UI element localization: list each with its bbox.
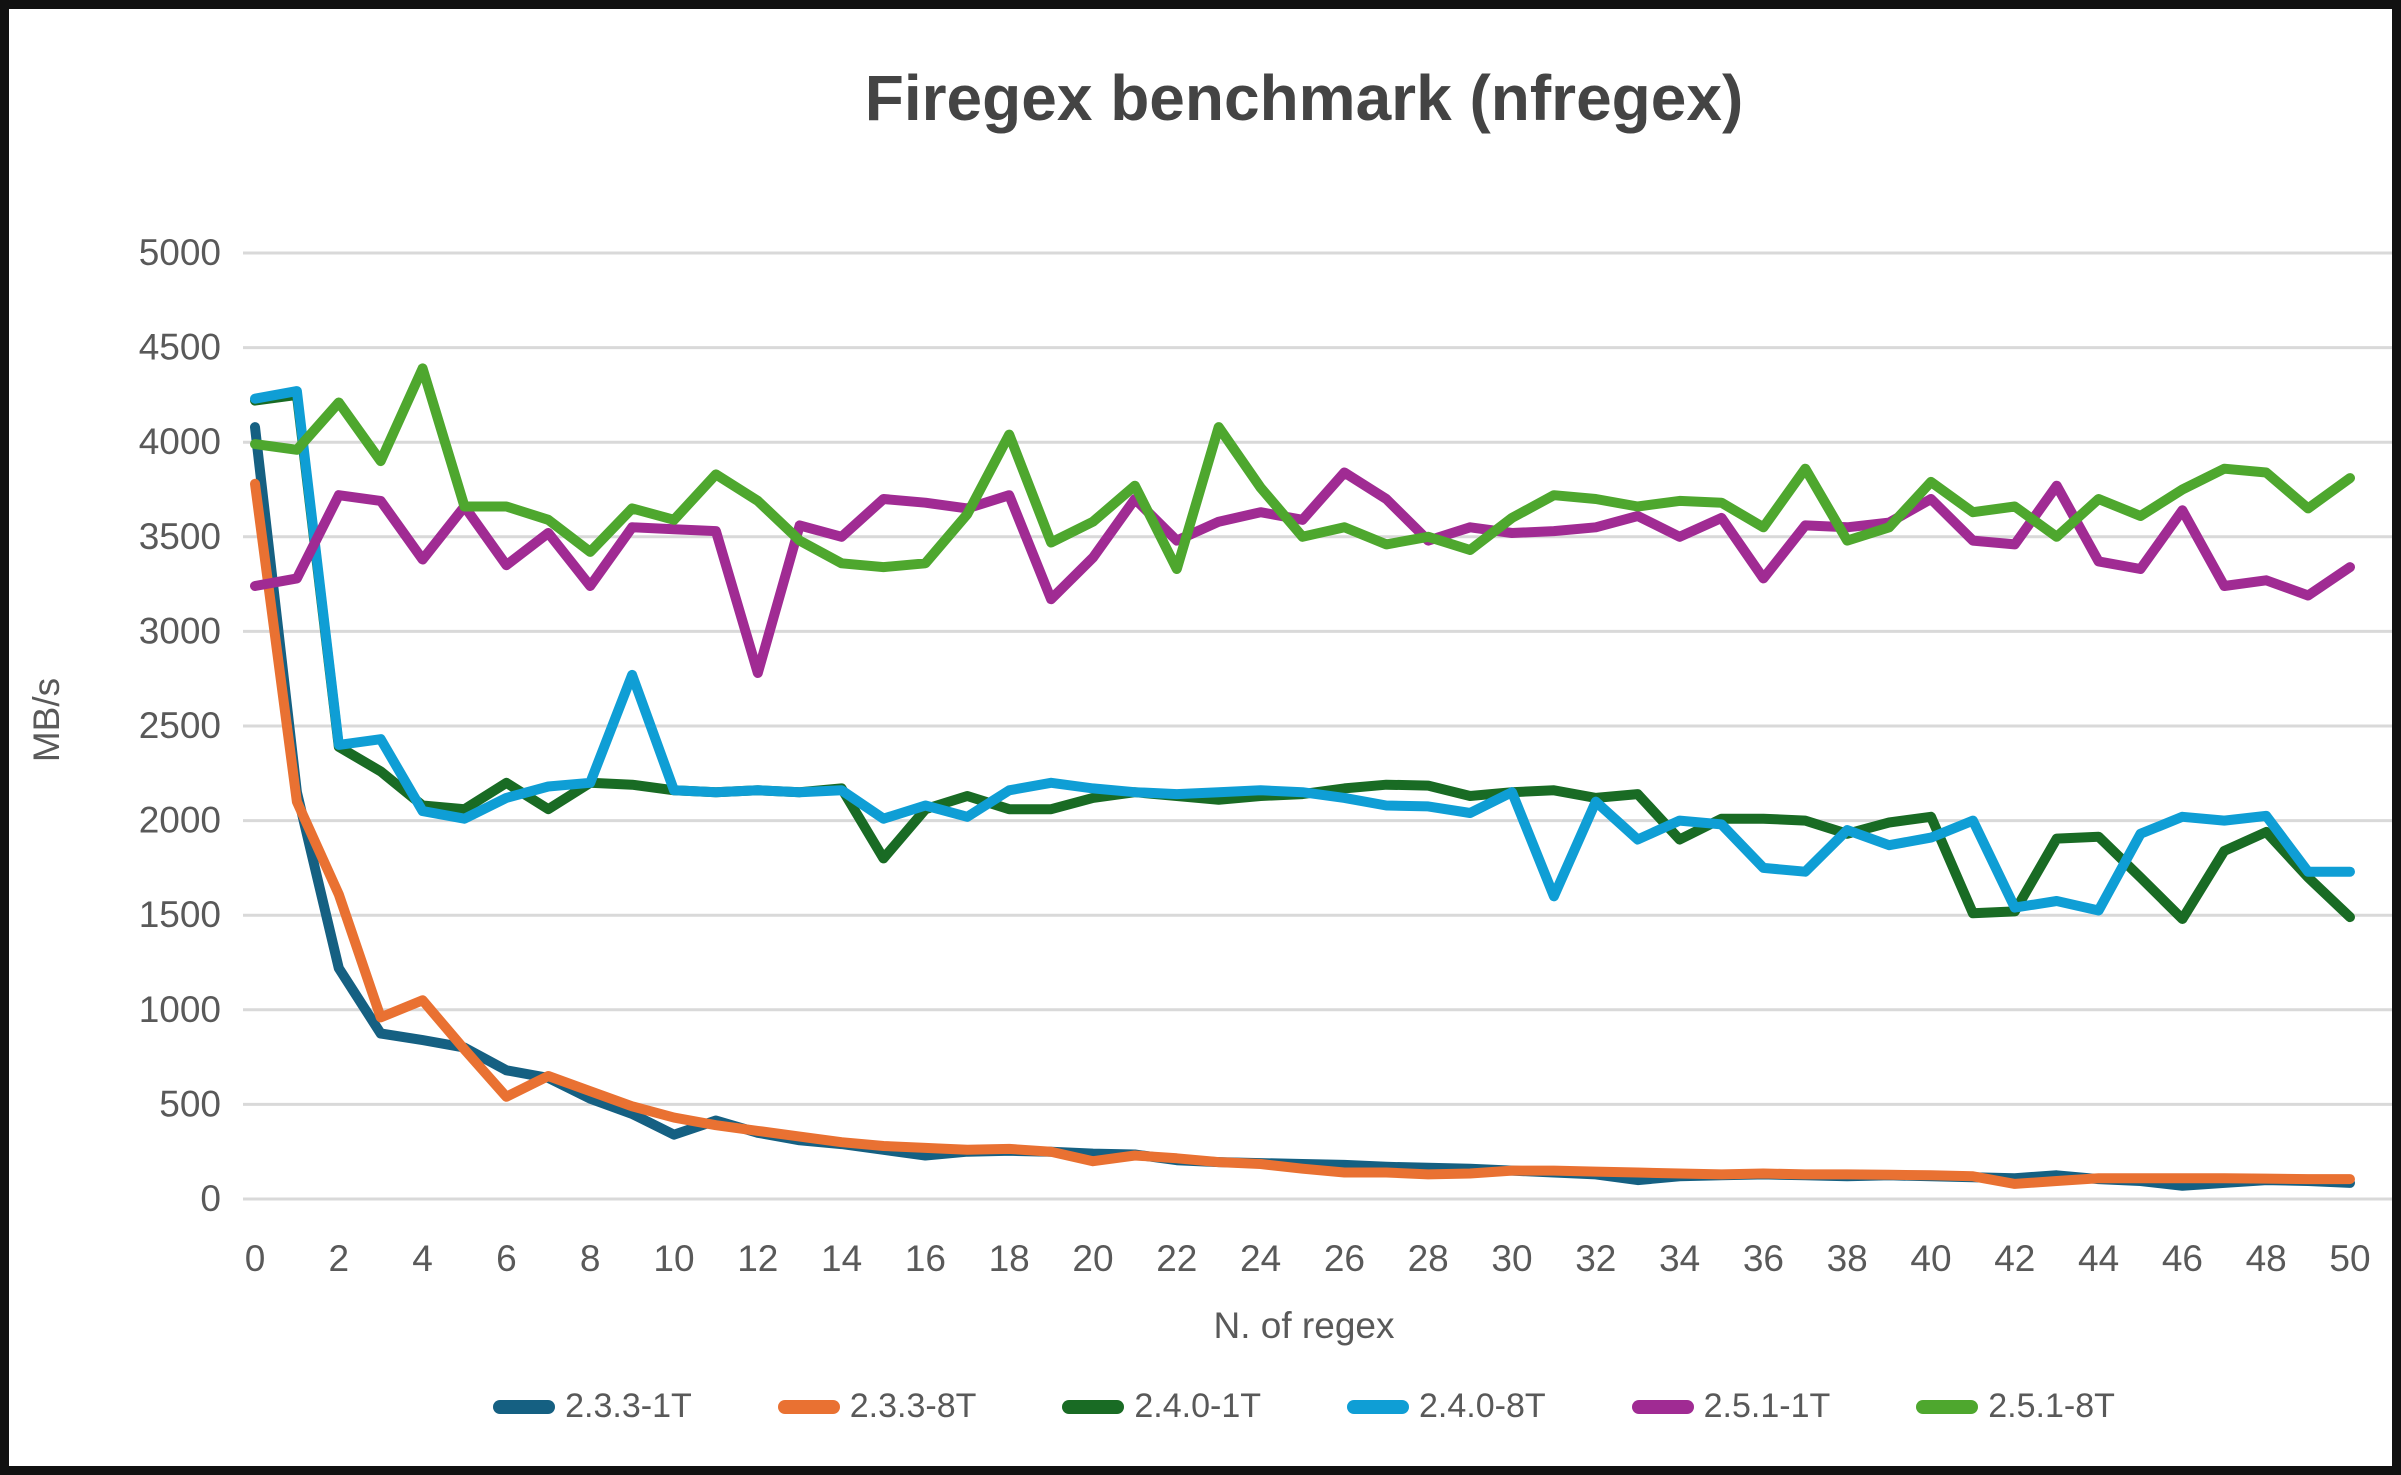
legend-label: 2.5.1-1T — [1703, 1387, 1831, 1425]
x-tick-label: 2 — [329, 1238, 350, 1279]
y-tick-label: 2000 — [139, 800, 221, 841]
x-tick-label: 26 — [1324, 1238, 1365, 1279]
plot-area: 0500100015002000250030003500400045005000… — [139, 232, 2392, 1279]
x-tick-label: 28 — [1408, 1238, 1449, 1279]
x-tick-label: 14 — [821, 1238, 862, 1279]
x-tick-label: 0 — [245, 1238, 266, 1279]
x-tick-label: 48 — [2246, 1238, 2287, 1279]
y-tick-label: 5000 — [139, 232, 221, 273]
x-tick-label: 18 — [989, 1238, 1030, 1279]
series-line-2.5.1-1T — [250, 467, 2355, 678]
series-line-2.4.0-8T — [250, 386, 2355, 916]
y-tick-label: 3500 — [139, 516, 221, 557]
y-tick-label: 500 — [159, 1083, 221, 1124]
x-tick-label: 4 — [412, 1238, 433, 1279]
series-line-2.5.1-8T — [250, 363, 2355, 574]
legend-item-2.4.0-8T: 2.4.0-8T — [1347, 1387, 1546, 1426]
chart-legend: 2.3.3-1T 2.3.3-8T 2.4.0-1T 2.4.0-8T 2.5.1-1T… — [249, 1387, 2359, 1426]
x-tick-label: 42 — [1994, 1238, 2035, 1279]
x-tick-label: 46 — [2162, 1238, 2203, 1279]
legend-item-2.4.0-1T: 2.4.0-1T — [1062, 1387, 1261, 1426]
legend-label: 2.3.3-8T — [849, 1387, 977, 1425]
legend-item-2.5.1-1T: 2.5.1-1T — [1631, 1387, 1831, 1426]
x-tick-label: 30 — [1491, 1238, 1532, 1279]
x-tick-label: 6 — [496, 1238, 517, 1279]
series-line-2.4.0-1T — [250, 389, 2355, 924]
chart-title: Firegex benchmark (nfregex) — [864, 62, 1744, 134]
y-tick-label: 2500 — [139, 705, 221, 746]
legend-label: 2.4.0-8T — [1419, 1387, 1546, 1425]
x-tick-label: 10 — [653, 1238, 694, 1279]
x-tick-label: 36 — [1743, 1238, 1784, 1279]
legend-label: 2.4.0-1T — [1134, 1387, 1261, 1425]
series-line-2.3.3-8T — [250, 478, 2355, 1189]
legend-item-2.3.3-8T: 2.3.3-8T — [777, 1387, 977, 1426]
legend-item-2.3.3-1T: 2.3.3-1T — [493, 1387, 692, 1426]
y-tick-label: 1500 — [139, 894, 221, 935]
legend-swatch-icon — [777, 1399, 840, 1414]
x-tick-label: 38 — [1827, 1238, 1868, 1279]
legend-swatch-icon — [1631, 1399, 1694, 1414]
x-tick-label: 44 — [2078, 1238, 2119, 1279]
x-tick-label: 50 — [2329, 1238, 2370, 1279]
x-tick-label: 24 — [1240, 1238, 1281, 1279]
x-tick-label: 8 — [580, 1238, 601, 1279]
x-tick-label: 32 — [1575, 1238, 1616, 1279]
x-tick-label: 40 — [1910, 1238, 1951, 1279]
legend-swatch-icon — [1916, 1399, 1979, 1414]
x-tick-label: 16 — [905, 1238, 946, 1279]
x-axis-title: N. of regex — [1213, 1305, 1395, 1346]
y-tick-label: 4500 — [139, 327, 221, 368]
y-tick-label: 3000 — [139, 610, 221, 651]
legend-swatch-icon — [1062, 1399, 1125, 1414]
y-tick-label: 1000 — [139, 989, 221, 1030]
x-tick-label: 20 — [1072, 1238, 1113, 1279]
y-tick-label: 4000 — [139, 421, 221, 462]
x-tick-label: 12 — [737, 1238, 778, 1279]
x-tick-label: 22 — [1156, 1238, 1197, 1279]
legend-item-2.5.1-8T: 2.5.1-8T — [1916, 1387, 2115, 1426]
x-tick-label: 34 — [1659, 1238, 1700, 1279]
legend-swatch-icon — [1347, 1399, 1409, 1414]
legend-label: 2.5.1-8T — [1988, 1387, 2115, 1425]
legend-label: 2.3.3-1T — [565, 1387, 692, 1425]
legend-swatch-icon — [493, 1399, 556, 1414]
y-tick-label: 0 — [200, 1178, 221, 1219]
